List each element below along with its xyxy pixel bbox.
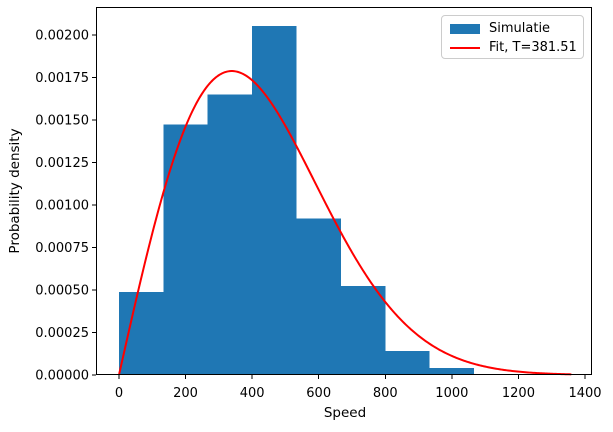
x-tick-label: 1400 <box>568 386 601 401</box>
x-axis-label: Speed <box>323 405 367 421</box>
histogram-bar <box>163 124 208 375</box>
legend-item-simulatie: Simulatie <box>450 19 583 38</box>
x-tick-label: 1200 <box>502 386 535 401</box>
histogram-bar <box>429 368 475 375</box>
y-tick-label: 0.00000 <box>35 369 89 384</box>
legend: Simulatie Fit, T=381.51 <box>441 15 584 59</box>
y-tick-label: 0.00025 <box>35 326 89 341</box>
histogram-bar <box>296 218 341 375</box>
y-tick-label: 0.00125 <box>35 156 89 171</box>
x-tick-label: 800 <box>373 386 398 401</box>
histogram-bar <box>252 26 297 375</box>
x-tick-label: 600 <box>306 386 331 401</box>
histogram-bar <box>385 351 430 375</box>
y-tick-label: 0.00075 <box>35 241 89 256</box>
y-tick-label: 0.00175 <box>35 71 89 86</box>
x-tick-label: 200 <box>173 386 198 401</box>
legend-label-simulatie: Simulatie <box>489 21 551 36</box>
legend-label-fit: Fit, T=381.51 <box>489 40 577 55</box>
y-axis-label: Probability density <box>7 128 23 254</box>
y-tick-label: 0.00100 <box>35 199 89 214</box>
y-tick-label: 0.00050 <box>35 284 89 299</box>
axes-spines <box>96 7 592 375</box>
y-tick-label: 0.00150 <box>35 114 89 129</box>
histogram-swatch-icon <box>450 23 480 34</box>
histogram-bar <box>340 285 386 375</box>
legend-item-fit: Fit, T=381.51 <box>450 38 583 57</box>
histogram-bar <box>118 291 164 375</box>
histogram-bar <box>207 94 253 376</box>
x-tick-label: 1000 <box>435 386 468 401</box>
fit-curve <box>118 70 572 376</box>
fit-line-swatch-icon <box>450 46 480 49</box>
x-tick-label: 400 <box>240 386 265 401</box>
y-tick-label: 0.00200 <box>35 29 89 44</box>
x-tick-label: 0 <box>115 386 123 401</box>
